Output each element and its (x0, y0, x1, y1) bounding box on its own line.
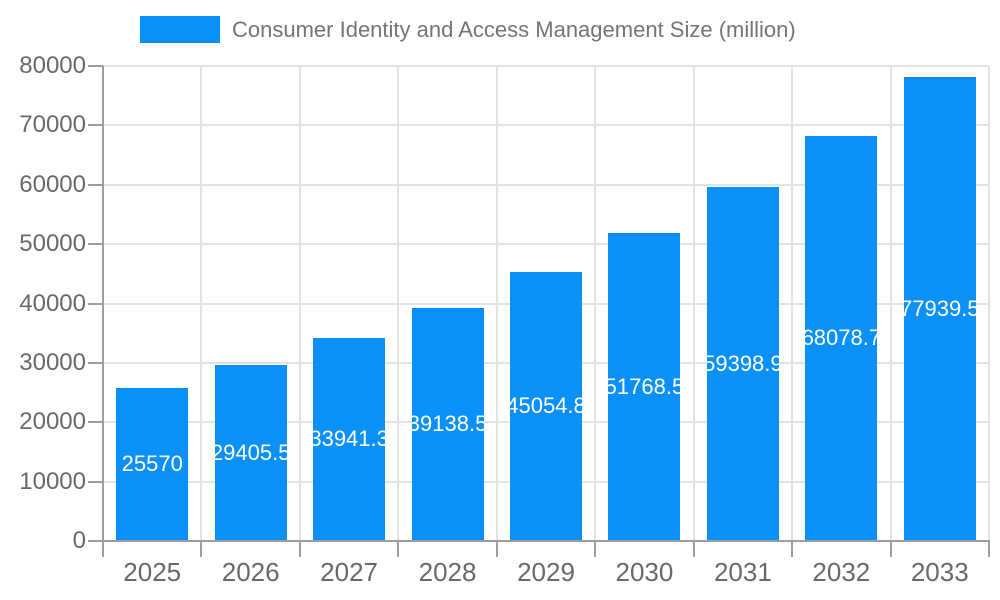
y-tick-mark (88, 302, 103, 305)
x-axis-line (102, 540, 990, 542)
y-tick-mark (88, 421, 103, 424)
bar-value-label: 77939.5 (903, 295, 976, 321)
x-tick-mark (298, 541, 301, 557)
x-tick-mark (692, 541, 695, 557)
h-gridline (103, 243, 989, 246)
y-tick-mark (88, 480, 103, 483)
x-tick-label-2033: 2033 (910, 557, 969, 587)
bar-2030[interactable]: 51768.5 (608, 233, 681, 540)
bar-2028[interactable]: 39138.5 (411, 308, 484, 540)
x-tick-mark (988, 541, 990, 557)
v-gridline (594, 66, 597, 541)
x-tick-mark (594, 541, 597, 557)
x-tick-mark (791, 541, 794, 557)
bar-2027[interactable]: 33941.3 (313, 338, 386, 540)
chart-legend-item[interactable]: Consumer Identity and Access Management … (140, 16, 796, 43)
v-gridline (200, 66, 203, 541)
y-tick-label: 0 (72, 527, 86, 554)
x-tick-label-2032: 2032 (812, 557, 871, 587)
h-gridline (103, 124, 989, 127)
y-tick-mark (88, 183, 103, 186)
bar-2032[interactable]: 68078.7 (805, 136, 878, 540)
y-tick-mark (88, 65, 103, 67)
y-tick-label: 40000 (19, 289, 86, 317)
bar-value-label: 39138.5 (411, 411, 484, 436)
x-tick-label-2027: 2027 (320, 557, 379, 587)
legend-label: Consumer Identity and Access Management … (232, 17, 796, 42)
v-gridline (988, 66, 990, 541)
bar-value-label: 29405.5 (214, 439, 287, 465)
y-tick-mark (88, 243, 103, 246)
y-tick-label: 50000 (19, 230, 86, 258)
bar-value-label: 59398.9 (706, 350, 779, 376)
x-tick-mark (495, 541, 498, 557)
h-gridline (103, 183, 989, 186)
v-gridline (889, 66, 892, 541)
bar-value-label: 68078.7 (805, 325, 878, 350)
v-gridline (692, 66, 695, 541)
x-tick-label-2029: 2029 (517, 557, 575, 587)
x-tick-label-2030: 2030 (615, 557, 674, 587)
bar-2033[interactable]: 77939.5 (903, 77, 976, 540)
y-tick-label: 60000 (19, 170, 86, 198)
x-tick-label-2031: 2031 (713, 557, 772, 587)
x-tick-mark (200, 541, 203, 557)
bar-2031[interactable]: 59398.9 (706, 187, 779, 540)
x-tick-label-2025: 2025 (123, 557, 182, 587)
bar-2025[interactable]: 25570 (116, 388, 189, 540)
x-tick-label-2028: 2028 (418, 557, 477, 587)
x-tick-mark (889, 541, 892, 557)
bar-2026[interactable]: 29405.5 (214, 365, 287, 540)
x-tick-label-2026: 2026 (221, 557, 280, 587)
y-tick-mark (88, 540, 103, 542)
x-tick-mark (102, 541, 104, 557)
y-tick-label: 20000 (19, 408, 86, 436)
x-tick-mark (397, 541, 400, 557)
y-axis-line (102, 66, 104, 541)
bar-value-label: 33941.3 (313, 426, 386, 451)
y-tick-label: 10000 (19, 467, 86, 495)
v-gridline (397, 66, 400, 541)
bar-value-label: 45054.8 (510, 393, 582, 418)
y-tick-mark (88, 124, 103, 127)
bar-value-label: 25570 (121, 451, 183, 476)
y-tick-label: 70000 (19, 111, 86, 139)
v-gridline (791, 66, 794, 541)
h-gridline (103, 65, 989, 67)
v-gridline (298, 66, 301, 541)
v-gridline (495, 66, 498, 541)
y-tick-label: 30000 (19, 348, 86, 376)
y-tick-label: 80000 (19, 52, 86, 79)
bar-2029[interactable]: 45054.8 (510, 272, 582, 540)
legend-swatch (140, 16, 220, 43)
bar-value-label: 51768.5 (608, 373, 681, 399)
y-tick-mark (88, 361, 103, 364)
